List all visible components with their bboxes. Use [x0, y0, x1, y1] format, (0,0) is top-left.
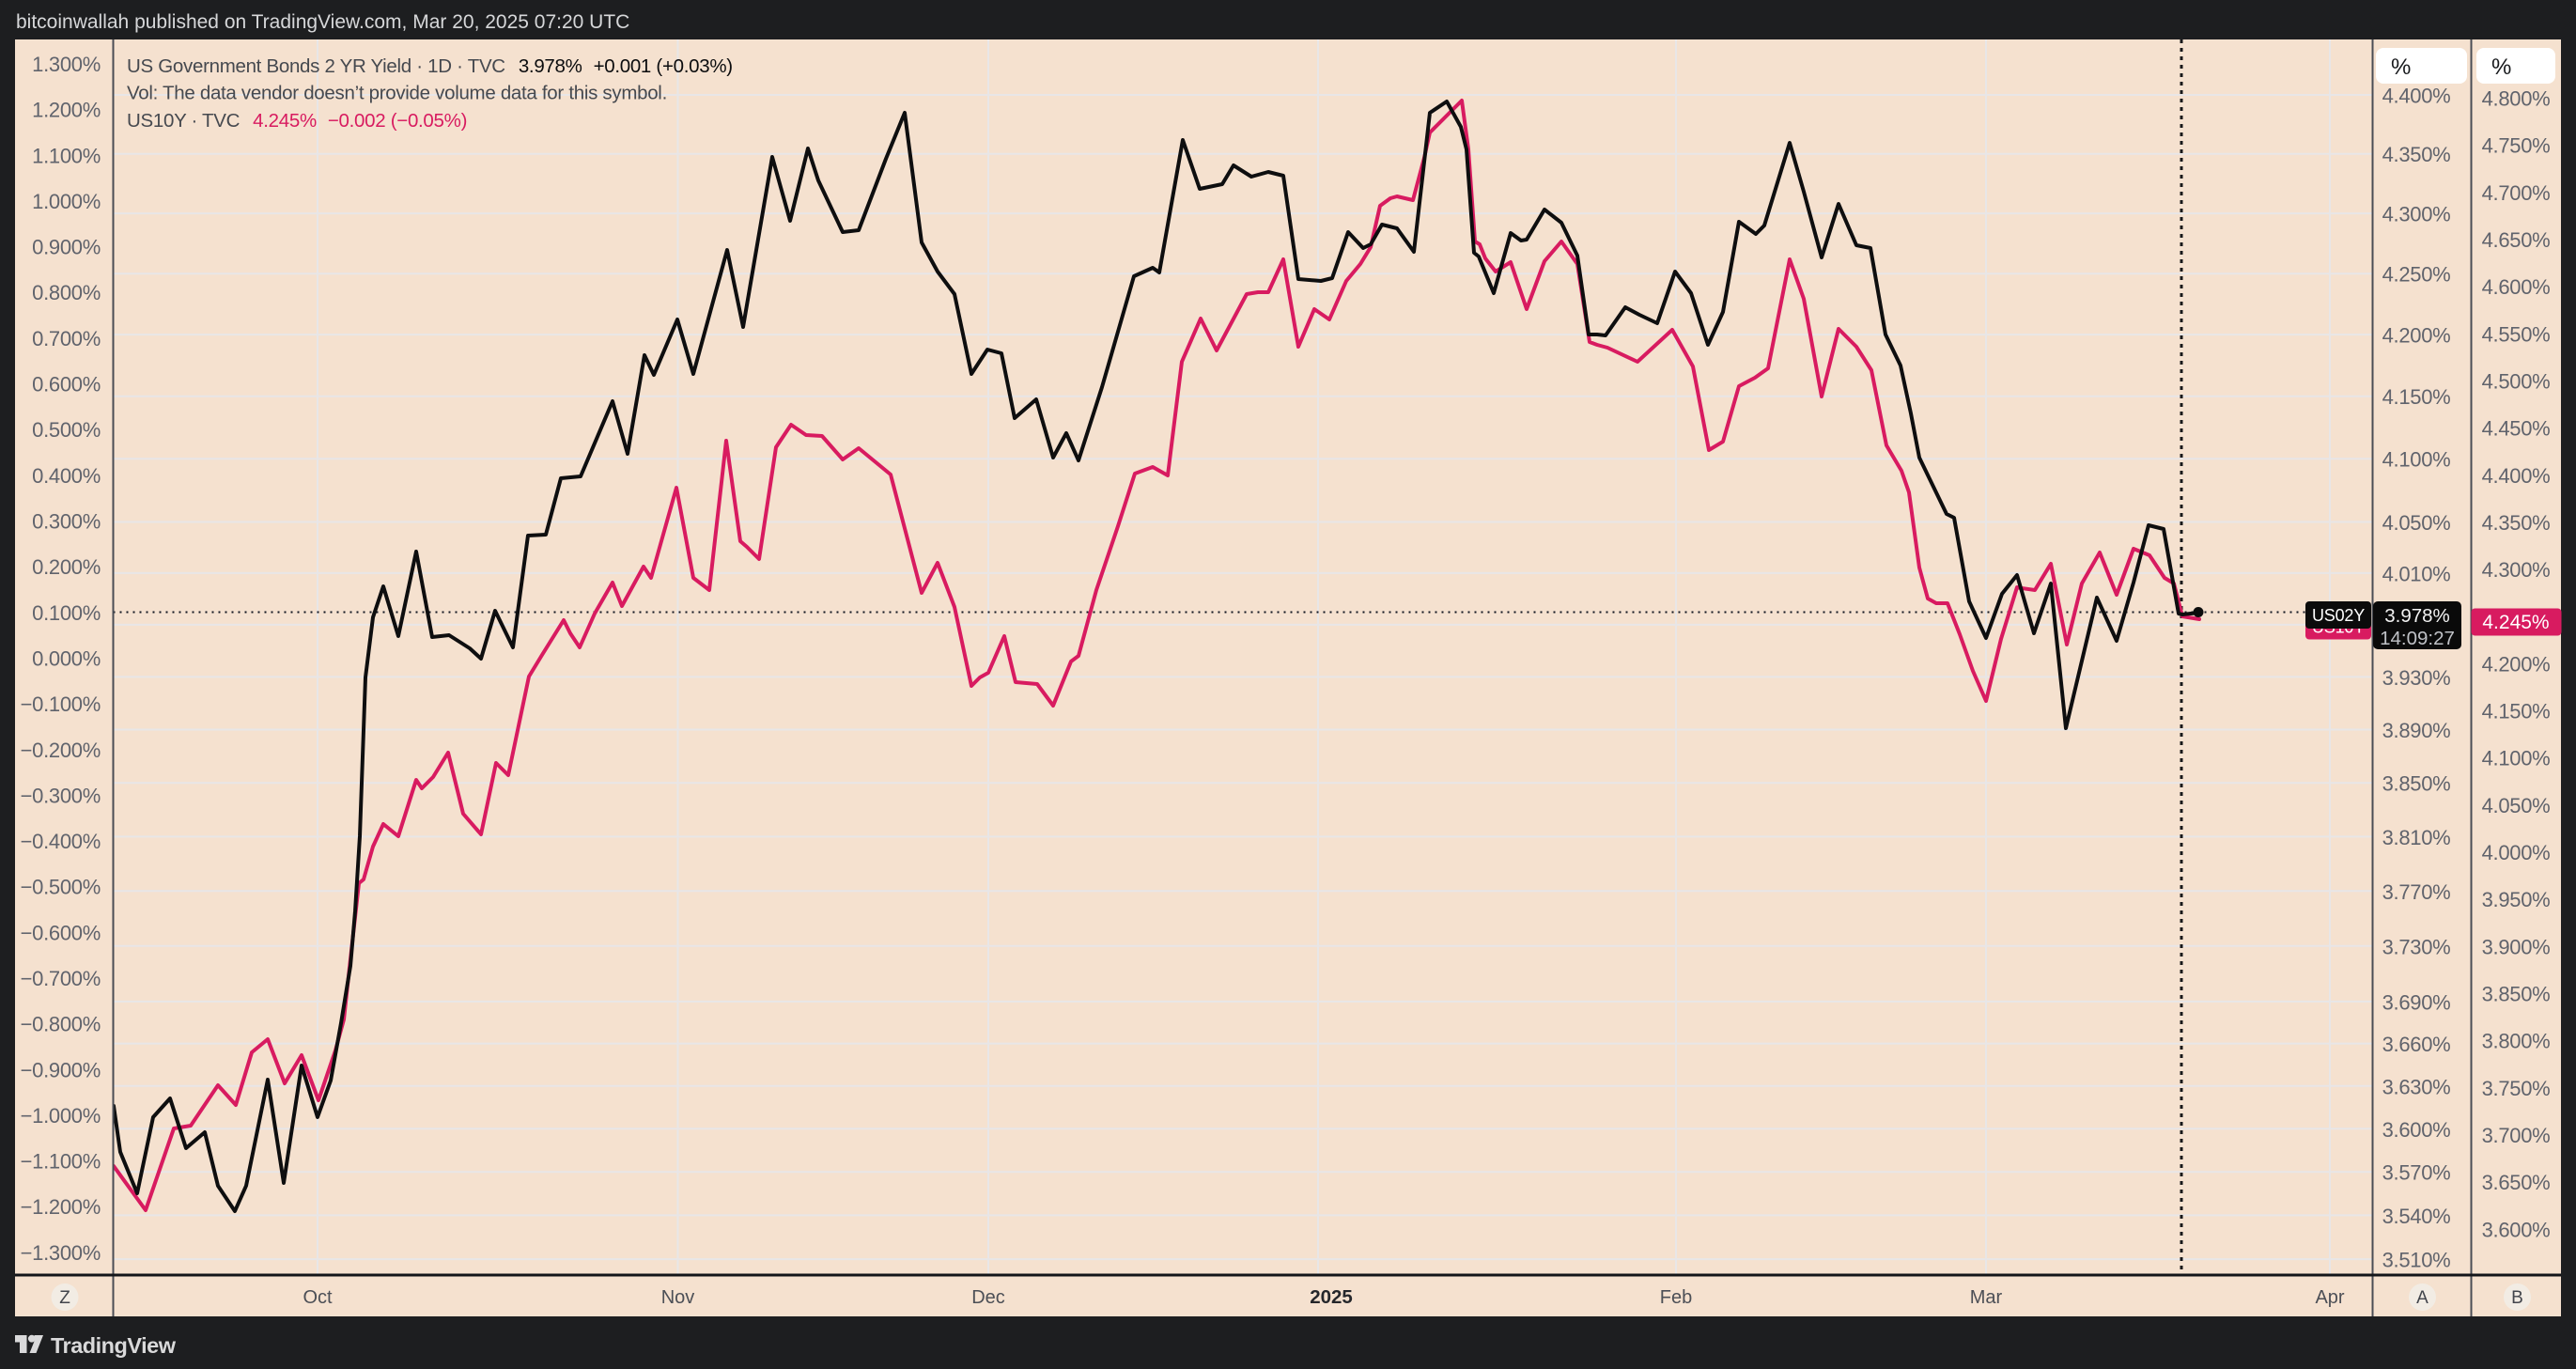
- svg-text:4.500%: 4.500%: [2482, 370, 2551, 394]
- svg-text:2025: 2025: [1310, 1286, 1353, 1308]
- svg-text:3.750%: 3.750%: [2482, 1077, 2551, 1100]
- svg-text:3.630%: 3.630%: [2382, 1075, 2451, 1098]
- svg-text:4.050%: 4.050%: [2382, 511, 2451, 535]
- svg-text:4.200%: 4.200%: [2482, 652, 2551, 676]
- svg-text:3.978%: 3.978%: [2384, 605, 2450, 627]
- svg-text:4.050%: 4.050%: [2482, 794, 2551, 817]
- svg-text:US Government Bonds 2 YR Yield: US Government Bonds 2 YR Yield · 1D · TV…: [127, 55, 733, 77]
- svg-text:−0.800%: −0.800%: [21, 1013, 101, 1036]
- svg-text:0.300%: 0.300%: [32, 510, 101, 534]
- svg-text:−0.200%: −0.200%: [21, 739, 101, 762]
- svg-text:1.200%: 1.200%: [32, 99, 101, 122]
- svg-text:bitcoinwallah published on Tra: bitcoinwallah published on TradingView.c…: [16, 11, 629, 33]
- svg-text:4.300%: 4.300%: [2382, 203, 2451, 226]
- svg-text:−1.300%: −1.300%: [21, 1241, 101, 1265]
- svg-text:4.200%: 4.200%: [2382, 324, 2451, 348]
- svg-text:1.000%: 1.000%: [32, 190, 101, 213]
- svg-text:4.350%: 4.350%: [2382, 143, 2451, 166]
- svg-text:3.800%: 3.800%: [2482, 1030, 2551, 1053]
- svg-text:4.010%: 4.010%: [2382, 562, 2451, 585]
- svg-text:3.950%: 3.950%: [2482, 888, 2551, 911]
- svg-text:Oct: Oct: [303, 1287, 333, 1308]
- svg-text:3.850%: 3.850%: [2482, 983, 2551, 1006]
- svg-text:−0.900%: −0.900%: [21, 1058, 101, 1081]
- svg-text:4.450%: 4.450%: [2482, 417, 2551, 441]
- svg-text:Apr: Apr: [2315, 1287, 2344, 1308]
- svg-text:−1.200%: −1.200%: [21, 1195, 101, 1219]
- svg-text:3.540%: 3.540%: [2382, 1205, 2451, 1228]
- svg-text:−0.400%: −0.400%: [21, 830, 101, 853]
- svg-text:A: A: [2416, 1288, 2429, 1308]
- svg-text:−0.100%: −0.100%: [21, 692, 101, 716]
- svg-text:3.900%: 3.900%: [2482, 935, 2551, 958]
- svg-text:4.750%: 4.750%: [2482, 134, 2551, 158]
- svg-text:%: %: [2491, 54, 2511, 80]
- svg-text:0.200%: 0.200%: [32, 555, 101, 579]
- svg-text:Feb: Feb: [1660, 1287, 1692, 1308]
- svg-text:3.810%: 3.810%: [2382, 826, 2451, 849]
- svg-text:3.930%: 3.930%: [2382, 666, 2451, 690]
- svg-text:0.800%: 0.800%: [32, 281, 101, 304]
- svg-text:4.350%: 4.350%: [2482, 511, 2551, 535]
- svg-text:3.890%: 3.890%: [2382, 719, 2451, 742]
- svg-text:4.800%: 4.800%: [2482, 87, 2551, 111]
- svg-text:4.300%: 4.300%: [2482, 558, 2551, 582]
- svg-text:4.150%: 4.150%: [2482, 700, 2551, 723]
- svg-text:14:09:27: 14:09:27: [2380, 628, 2455, 649]
- svg-text:4.600%: 4.600%: [2482, 275, 2551, 299]
- svg-text:3.770%: 3.770%: [2382, 880, 2451, 904]
- svg-text:4.100%: 4.100%: [2382, 448, 2451, 472]
- svg-text:4.400%: 4.400%: [2382, 85, 2451, 108]
- svg-text:Z: Z: [59, 1288, 70, 1308]
- svg-text:B: B: [2511, 1288, 2523, 1308]
- svg-text:4.000%: 4.000%: [2482, 841, 2551, 864]
- svg-text:4.100%: 4.100%: [2482, 747, 2551, 770]
- svg-text:4.550%: 4.550%: [2482, 322, 2551, 346]
- svg-text:0.500%: 0.500%: [32, 418, 101, 442]
- svg-text:3.700%: 3.700%: [2482, 1124, 2551, 1147]
- svg-text:0.700%: 0.700%: [32, 327, 101, 350]
- svg-text:−0.300%: −0.300%: [21, 784, 101, 807]
- svg-text:3.600%: 3.600%: [2482, 1218, 2551, 1241]
- svg-text:US02Y: US02Y: [2312, 606, 2365, 625]
- svg-text:0.400%: 0.400%: [32, 464, 101, 488]
- svg-text:4.400%: 4.400%: [2482, 464, 2551, 488]
- svg-text:Vol: The data vendor doesn’t p: Vol: The data vendor doesn’t provide vol…: [127, 83, 667, 104]
- svg-text:4.245%: 4.245%: [2482, 612, 2549, 633]
- svg-text:0.900%: 0.900%: [32, 236, 101, 259]
- svg-text:−1.000%: −1.000%: [21, 1104, 101, 1128]
- svg-text:Mar: Mar: [1970, 1287, 2003, 1308]
- svg-text:%: %: [2391, 54, 2411, 80]
- svg-text:3.510%: 3.510%: [2382, 1249, 2451, 1272]
- svg-text:0.000%: 0.000%: [32, 646, 101, 670]
- svg-text:0.600%: 0.600%: [32, 373, 101, 397]
- svg-text:3.660%: 3.660%: [2382, 1033, 2451, 1056]
- svg-text:4.250%: 4.250%: [2382, 263, 2451, 287]
- svg-text:−0.600%: −0.600%: [21, 921, 101, 944]
- svg-text:Dec: Dec: [971, 1287, 1005, 1308]
- svg-text:−0.500%: −0.500%: [21, 876, 101, 899]
- svg-text:3.600%: 3.600%: [2382, 1118, 2451, 1142]
- svg-text:−1.100%: −1.100%: [21, 1150, 101, 1174]
- svg-text:1.300%: 1.300%: [32, 53, 101, 76]
- svg-text:−0.700%: −0.700%: [21, 967, 101, 990]
- svg-text:3.850%: 3.850%: [2382, 772, 2451, 796]
- svg-text:Nov: Nov: [661, 1287, 695, 1308]
- svg-text:0.100%: 0.100%: [32, 601, 101, 625]
- svg-text:3.690%: 3.690%: [2382, 990, 2451, 1014]
- svg-text:3.570%: 3.570%: [2382, 1161, 2451, 1185]
- svg-text:4.150%: 4.150%: [2382, 385, 2451, 409]
- svg-text:3.730%: 3.730%: [2382, 935, 2451, 958]
- svg-text:3.650%: 3.650%: [2482, 1171, 2551, 1194]
- svg-text:4.650%: 4.650%: [2482, 228, 2551, 252]
- svg-text:4.700%: 4.700%: [2482, 181, 2551, 205]
- svg-text:TradingView: TradingView: [51, 1333, 177, 1358]
- svg-text:1.100%: 1.100%: [32, 144, 101, 167]
